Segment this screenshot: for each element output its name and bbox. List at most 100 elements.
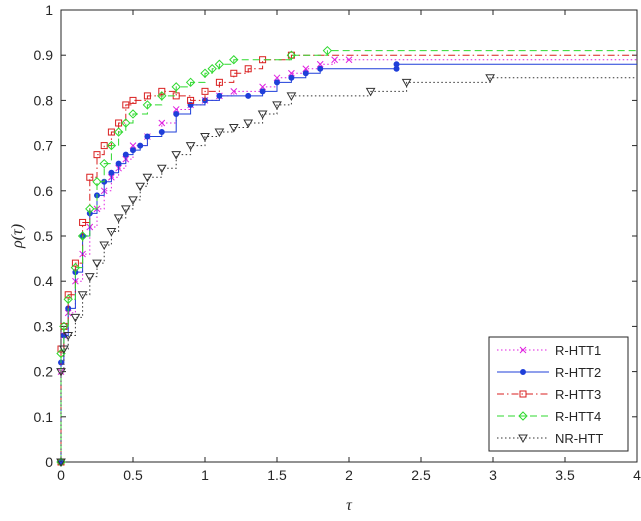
data-point bbox=[137, 142, 144, 149]
x-tick-label: 0.5 bbox=[123, 467, 143, 483]
y-tick-label: 0.9 bbox=[34, 47, 54, 63]
y-tick-label: 0.5 bbox=[34, 228, 54, 244]
y-tick-label: 0.2 bbox=[34, 364, 54, 380]
y-tick-label: 0 bbox=[45, 454, 53, 470]
legend-label: R-HTT3 bbox=[555, 387, 601, 402]
data-point bbox=[171, 151, 182, 160]
data-point bbox=[64, 291, 72, 299]
data-point bbox=[84, 273, 95, 282]
data-point bbox=[286, 92, 297, 101]
data-point bbox=[99, 241, 110, 251]
data-point bbox=[130, 147, 136, 154]
data-point bbox=[201, 87, 209, 95]
data-point bbox=[322, 45, 333, 56]
legend-marker bbox=[518, 434, 528, 444]
legend-marker bbox=[518, 411, 528, 421]
data-point bbox=[214, 128, 225, 138]
y-tick-label: 1 bbox=[45, 2, 53, 18]
data-point bbox=[120, 205, 131, 214]
data-point bbox=[56, 458, 66, 468]
data-point bbox=[122, 151, 129, 158]
data-point bbox=[85, 204, 95, 214]
data-point bbox=[92, 259, 102, 269]
data-point bbox=[172, 106, 180, 113]
data-point bbox=[288, 69, 295, 77]
x-tick-label: 2.5 bbox=[411, 467, 431, 483]
data-point bbox=[157, 91, 167, 101]
data-point bbox=[207, 64, 217, 74]
data-point bbox=[316, 60, 324, 68]
legend-label: R-HTT4 bbox=[555, 409, 601, 424]
x-tick-label: 2 bbox=[345, 467, 353, 483]
series-line bbox=[60, 50, 637, 462]
legend: R-HTT1 R-HTT2 R-HTT3 R-HTT4 NR-HTT bbox=[488, 336, 629, 452]
data-point bbox=[273, 74, 281, 82]
data-point bbox=[317, 65, 324, 72]
data-point bbox=[70, 313, 81, 323]
data-point bbox=[230, 69, 238, 77]
x-tick-label: 1 bbox=[201, 467, 209, 483]
data-point bbox=[142, 100, 153, 110]
data-point bbox=[345, 56, 353, 64]
data-point bbox=[70, 262, 81, 273]
legend-item: NR-HTT bbox=[497, 431, 603, 446]
data-point bbox=[86, 173, 94, 181]
data-point bbox=[286, 50, 297, 60]
data-point bbox=[393, 61, 400, 68]
legend-item: R-HTT3 bbox=[497, 387, 601, 402]
data-point bbox=[77, 291, 88, 300]
legend-label: R-HTT1 bbox=[555, 343, 601, 358]
data-point bbox=[243, 119, 254, 129]
legend-item: R-HTT4 bbox=[497, 409, 601, 424]
data-point bbox=[173, 110, 180, 117]
data-point bbox=[156, 164, 167, 174]
data-point bbox=[365, 87, 376, 97]
series-nr-htt bbox=[56, 74, 637, 468]
data-point bbox=[187, 96, 195, 104]
legend-marker bbox=[519, 390, 527, 398]
series-group bbox=[56, 45, 637, 468]
y-tick-label: 0.1 bbox=[34, 409, 54, 425]
data-point bbox=[106, 140, 117, 151]
y-tick-label: 0.8 bbox=[34, 92, 54, 108]
data-point bbox=[129, 96, 137, 104]
data-point bbox=[158, 87, 166, 95]
data-point bbox=[79, 218, 87, 226]
series-r-htt4 bbox=[56, 45, 637, 467]
data-point bbox=[121, 118, 131, 128]
legend-label: R-HTT2 bbox=[555, 365, 601, 380]
legend-item: R-HTT2 bbox=[497, 365, 601, 380]
data-point bbox=[244, 65, 252, 73]
y-tick-label: 0.3 bbox=[34, 318, 54, 334]
data-point bbox=[135, 182, 146, 192]
data-point bbox=[171, 82, 181, 92]
legend-marker bbox=[520, 369, 526, 375]
data-point bbox=[302, 70, 309, 77]
legend-marker bbox=[519, 346, 527, 354]
data-point bbox=[259, 88, 266, 95]
data-point bbox=[230, 88, 238, 95]
data-point bbox=[59, 345, 69, 355]
data-point bbox=[115, 160, 122, 167]
data-point bbox=[200, 133, 210, 142]
data-point bbox=[229, 55, 239, 65]
data-point bbox=[215, 78, 223, 86]
data-point bbox=[216, 92, 223, 99]
axis-ticks: 0 0.5 1 1.5 2 2.5 3 3.5 4 0 0.1 0.2 0.3 0.4 0.5 0.6 0.7 0… bbox=[34, 2, 641, 483]
data-point bbox=[185, 142, 196, 151]
data-point bbox=[245, 92, 252, 99]
data-point bbox=[143, 92, 151, 100]
data-point bbox=[122, 101, 130, 109]
data-point bbox=[59, 321, 69, 332]
data-point bbox=[128, 196, 138, 205]
x-tick-label: 1.5 bbox=[267, 467, 287, 483]
x-tick-label: 0 bbox=[57, 467, 65, 483]
data-point bbox=[228, 124, 239, 133]
y-axis-label: ρ(τ) bbox=[9, 224, 26, 249]
y-tick-label: 0.6 bbox=[34, 183, 54, 199]
data-point bbox=[77, 231, 88, 241]
data-point bbox=[272, 101, 282, 110]
data-point bbox=[108, 169, 115, 176]
data-point bbox=[401, 78, 412, 88]
